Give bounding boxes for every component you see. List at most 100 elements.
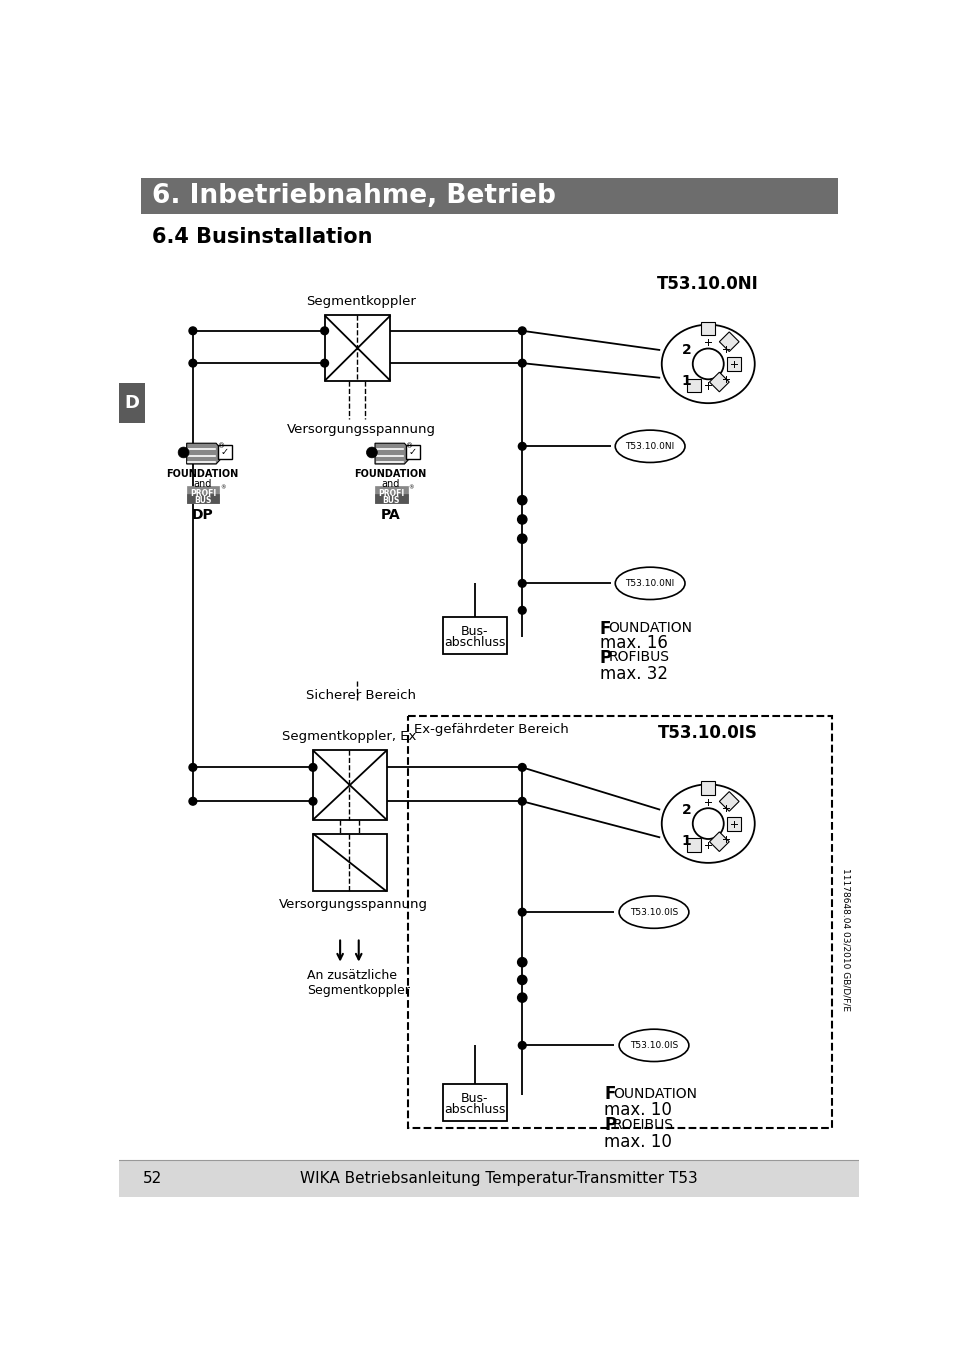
- Circle shape: [517, 908, 525, 916]
- Polygon shape: [187, 444, 225, 464]
- Bar: [686, 378, 700, 393]
- Text: T53.10.0NI: T53.10.0NI: [625, 441, 674, 451]
- Bar: [719, 792, 739, 811]
- Text: Ex-gefährdeter Bereich: Ex-gefährdeter Bereich: [414, 724, 568, 737]
- Text: PA: PA: [380, 508, 400, 522]
- Text: max. 10: max. 10: [604, 1100, 672, 1119]
- Bar: [700, 321, 715, 335]
- Text: Segmentkoppler: Segmentkoppler: [306, 295, 416, 308]
- Circle shape: [178, 447, 189, 457]
- Text: ®: ®: [408, 486, 414, 491]
- Circle shape: [517, 607, 525, 615]
- Text: 1: 1: [681, 374, 691, 387]
- Circle shape: [517, 798, 525, 806]
- Ellipse shape: [661, 784, 754, 863]
- Bar: [726, 356, 740, 371]
- Text: T53.10.0NI: T53.10.0NI: [657, 276, 759, 293]
- Text: FOUNDATION: FOUNDATION: [166, 469, 238, 479]
- Circle shape: [309, 798, 316, 806]
- Text: D: D: [124, 394, 139, 412]
- Text: T53.10.0IS: T53.10.0IS: [629, 908, 678, 917]
- Text: T53.10.0IS: T53.10.0IS: [658, 724, 758, 741]
- Bar: [375, 494, 407, 503]
- Text: BUS: BUS: [382, 495, 399, 504]
- Bar: [443, 617, 506, 654]
- Text: 11178648.04 03/2010 GB/D/F/E: 11178648.04 03/2010 GB/D/F/E: [841, 868, 850, 1010]
- Bar: [324, 315, 390, 381]
- Circle shape: [189, 359, 196, 367]
- Ellipse shape: [618, 896, 688, 928]
- Circle shape: [517, 1041, 525, 1049]
- Bar: [313, 751, 386, 819]
- Text: Bus-: Bus-: [460, 625, 488, 638]
- Circle shape: [692, 808, 723, 839]
- Text: ✓: ✓: [409, 447, 416, 457]
- Circle shape: [517, 975, 526, 985]
- Text: max. 32: max. 32: [599, 664, 667, 683]
- Text: ROFIBUS: ROFIBUS: [608, 651, 669, 664]
- Text: Versorgungsspannung: Versorgungsspannung: [286, 424, 436, 436]
- Ellipse shape: [615, 568, 684, 600]
- Text: OUNDATION: OUNDATION: [612, 1087, 697, 1102]
- Text: DP: DP: [192, 508, 213, 522]
- Text: ✓: ✓: [220, 447, 229, 457]
- Bar: [406, 445, 419, 459]
- Circle shape: [517, 958, 526, 967]
- Text: P: P: [604, 1116, 616, 1134]
- Bar: [217, 445, 232, 459]
- Bar: [719, 332, 739, 351]
- Circle shape: [517, 993, 526, 1002]
- Text: abschluss: abschluss: [444, 1103, 505, 1116]
- Text: 52: 52: [142, 1171, 162, 1186]
- Bar: [313, 834, 386, 892]
- Text: and: and: [193, 479, 212, 488]
- Text: PROFI: PROFI: [190, 490, 215, 499]
- Circle shape: [366, 447, 377, 457]
- Text: 6. Inbetriebnahme, Betrieb: 6. Inbetriebnahme, Betrieb: [152, 183, 555, 208]
- Polygon shape: [375, 444, 414, 464]
- Bar: [709, 373, 728, 391]
- Circle shape: [517, 534, 526, 543]
- Text: F: F: [604, 1085, 615, 1103]
- Text: T53.10.0NI: T53.10.0NI: [625, 578, 674, 588]
- Text: BUS: BUS: [194, 495, 212, 504]
- Text: P: P: [599, 648, 611, 667]
- Text: Bus-: Bus-: [460, 1092, 488, 1104]
- Text: 1: 1: [681, 834, 691, 847]
- Bar: [700, 781, 715, 795]
- Circle shape: [189, 798, 196, 806]
- Text: ®: ®: [406, 444, 413, 449]
- Text: PROFI: PROFI: [377, 490, 404, 499]
- Text: ®: ®: [220, 486, 225, 491]
- Bar: [686, 838, 700, 853]
- Bar: [709, 833, 728, 851]
- Bar: [141, 179, 838, 214]
- Circle shape: [517, 327, 525, 335]
- Text: max. 10: max. 10: [604, 1132, 672, 1151]
- Text: Segmentkoppler, Ex: Segmentkoppler, Ex: [282, 730, 416, 742]
- Bar: [443, 1084, 506, 1120]
- Text: Sicherer Bereich: Sicherer Bereich: [306, 689, 416, 702]
- Text: WIKA Betriebsanleitung Temperatur-Transmitter T53: WIKA Betriebsanleitung Temperatur-Transm…: [300, 1171, 698, 1186]
- Bar: [407, 716, 831, 1127]
- Circle shape: [320, 359, 328, 367]
- Text: ®: ®: [217, 444, 225, 449]
- Bar: [187, 494, 219, 503]
- Circle shape: [517, 443, 525, 451]
- Circle shape: [517, 515, 526, 525]
- Circle shape: [309, 764, 316, 771]
- Text: abschluss: abschluss: [444, 636, 505, 650]
- Text: 2: 2: [681, 803, 691, 816]
- Text: OUNDATION: OUNDATION: [608, 621, 692, 635]
- Bar: [375, 486, 407, 503]
- Bar: [726, 816, 740, 830]
- Circle shape: [517, 764, 525, 771]
- Circle shape: [517, 359, 525, 367]
- Ellipse shape: [661, 324, 754, 404]
- Circle shape: [189, 327, 196, 335]
- Text: FOUNDATION: FOUNDATION: [354, 469, 426, 479]
- Bar: [187, 486, 219, 503]
- Text: ROFIBUS: ROFIBUS: [612, 1118, 673, 1131]
- Circle shape: [517, 580, 525, 588]
- Bar: [119, 383, 145, 424]
